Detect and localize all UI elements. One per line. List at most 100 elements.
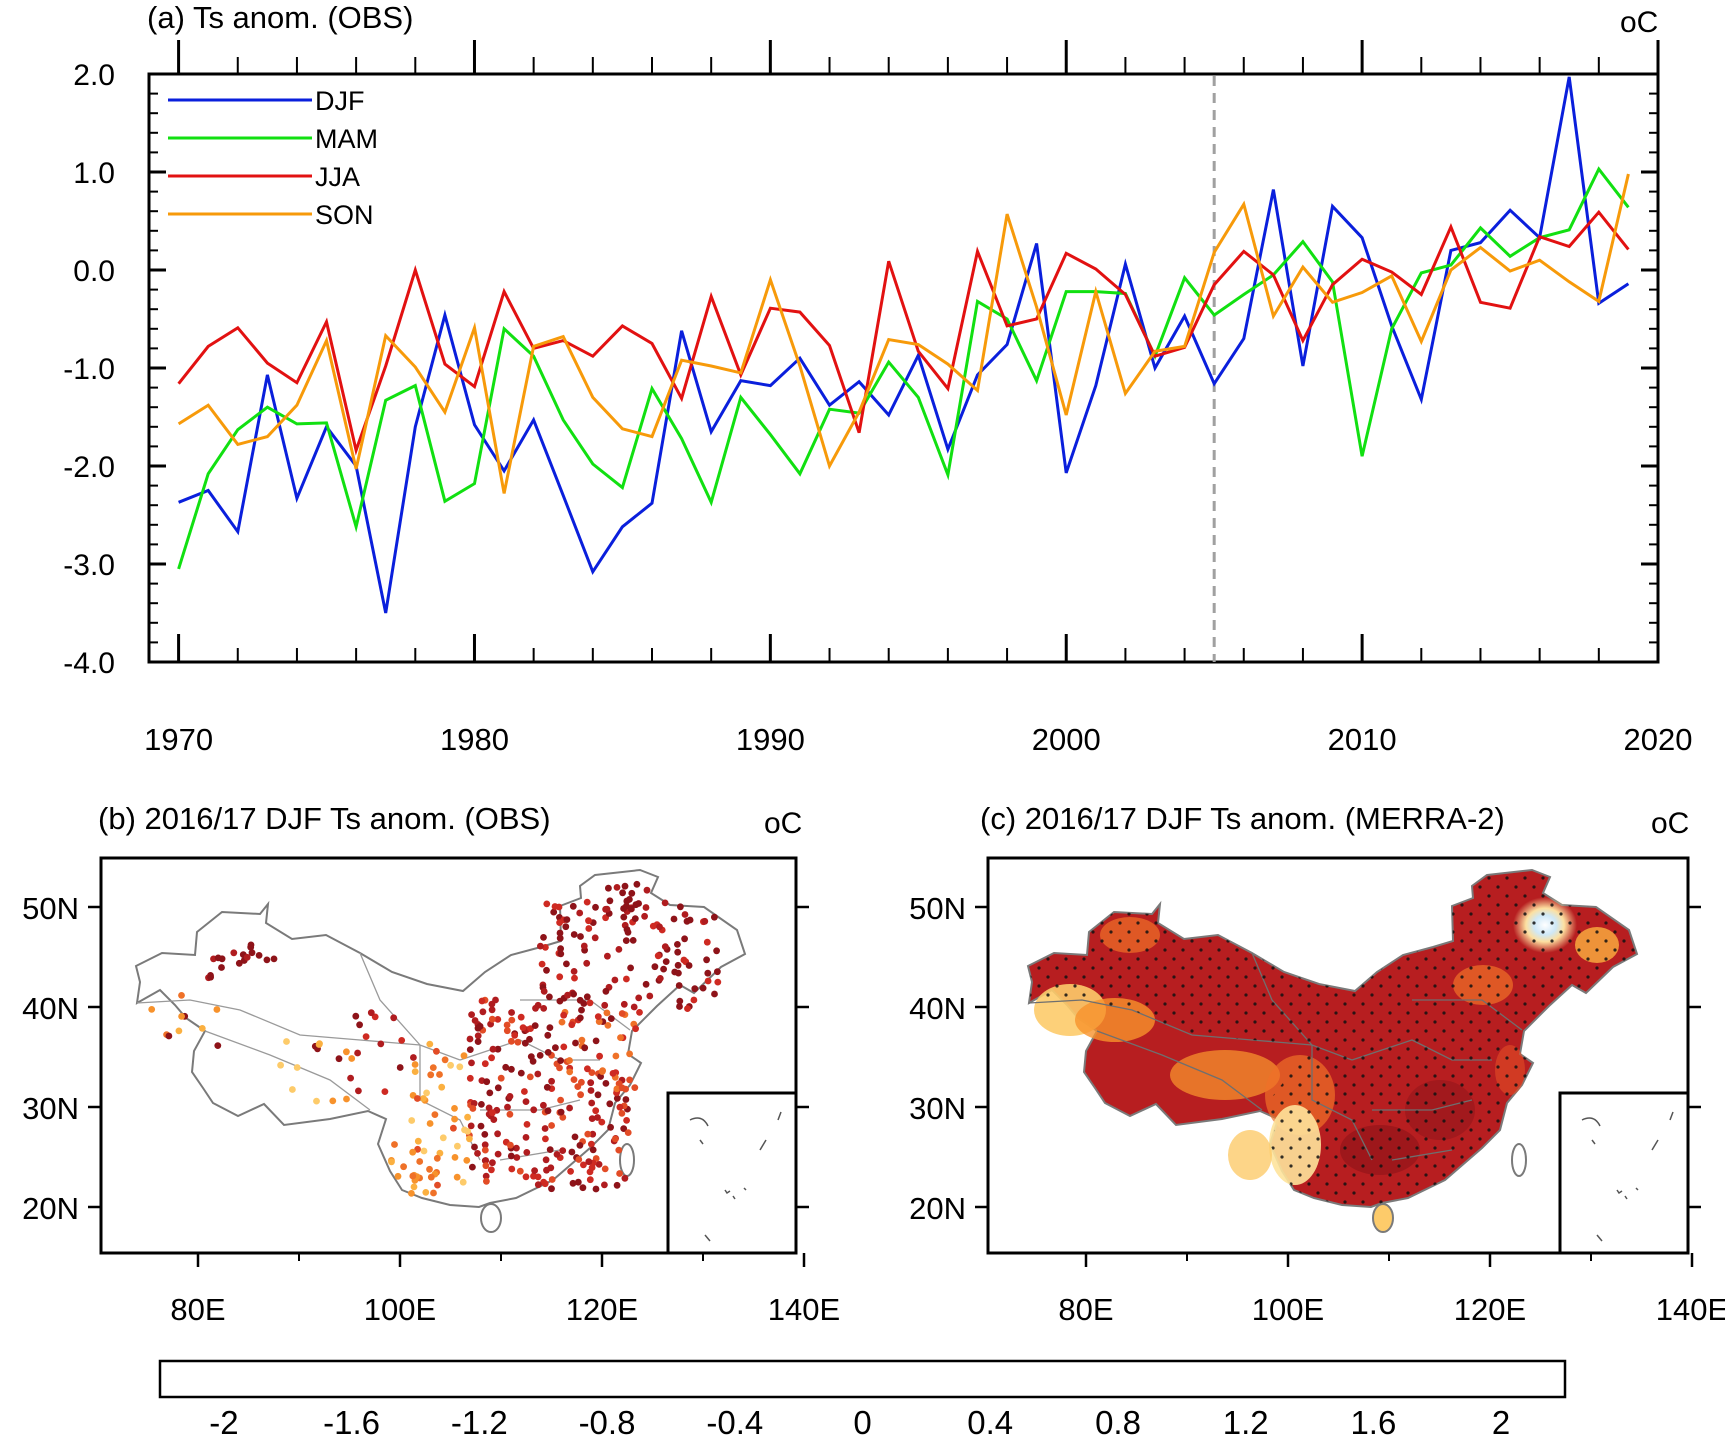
station-dot: [263, 956, 271, 964]
station-dot: [218, 964, 225, 971]
station-dot: [431, 1111, 439, 1118]
lon-label: 140E: [768, 1292, 840, 1327]
station-dot: [609, 1070, 617, 1077]
station-dot: [255, 952, 263, 959]
station-dot: [481, 1146, 489, 1154]
colorbar-label: 1.2: [1223, 1404, 1269, 1437]
station-dot: [564, 991, 571, 999]
station-dot: [604, 1022, 612, 1029]
station-dot: [434, 1181, 441, 1189]
station-dot: [540, 988, 548, 995]
inset-islands: [689, 1111, 782, 1242]
station-dot: [613, 1085, 621, 1093]
station-dot: [642, 980, 650, 988]
station-dot: [471, 1143, 478, 1151]
station-dot: [586, 1176, 594, 1184]
station-dot: [560, 1011, 568, 1019]
legend-label-mam: MAM: [315, 124, 378, 154]
station-dot: [704, 969, 712, 977]
station-dot: [329, 1097, 337, 1105]
station-dot: [615, 946, 623, 953]
station-dot: [521, 1088, 528, 1095]
station-dot: [522, 1098, 530, 1105]
station-dot: [675, 982, 683, 989]
station-dot: [681, 911, 689, 918]
inset-islands-c: [1581, 1111, 1674, 1242]
station-dot: [714, 978, 722, 986]
y-tick-label: -4.0: [63, 647, 115, 680]
station-dot: [474, 1150, 481, 1157]
station-dot: [531, 1022, 539, 1029]
station-dot: [588, 1099, 596, 1107]
station-dot: [313, 1097, 320, 1105]
station-dot: [343, 1048, 350, 1056]
station-dot: [563, 916, 571, 923]
station-dot: [576, 909, 584, 917]
lat-label: 20N: [909, 1191, 966, 1226]
station-dot: [481, 1060, 489, 1068]
station-dot: [394, 1172, 402, 1180]
station-dot: [367, 1009, 375, 1017]
station-dot: [447, 1061, 454, 1069]
station-dot: [594, 1091, 602, 1099]
station-dot: [580, 1161, 587, 1169]
station-dot: [577, 933, 584, 940]
station-dot: [583, 959, 591, 967]
station-dot: [450, 1124, 457, 1132]
station-dot: [482, 1157, 490, 1164]
panel-b-title: (b) 2016/17 DJF Ts anom. (OBS): [98, 801, 551, 836]
station-dot: [508, 1065, 515, 1073]
station-dot: [628, 889, 636, 897]
station-dot: [618, 1010, 626, 1017]
station-dot: [456, 1063, 464, 1071]
station-dot: [468, 1059, 475, 1067]
map-b: [99, 856, 798, 1255]
station-dot: [517, 1069, 525, 1077]
station-dot: [607, 1015, 615, 1022]
station-dot: [466, 1035, 474, 1043]
station-dot: [214, 1042, 222, 1049]
station-dot: [508, 1016, 516, 1024]
station-dot: [623, 902, 630, 910]
x-tick-label: 1970: [144, 722, 213, 757]
map-c: [986, 856, 1690, 1255]
station-dot: [492, 996, 499, 1004]
station-dot: [690, 996, 698, 1004]
station-dot: [568, 1148, 576, 1156]
station-dot: [478, 997, 486, 1005]
station-dot: [685, 962, 693, 969]
lat-label: 50N: [22, 891, 79, 926]
panel-b-unit: oC: [764, 807, 802, 840]
station-dot: [579, 1184, 587, 1192]
station-dot: [569, 902, 577, 910]
station-dot: [243, 953, 251, 961]
station-dot: [548, 1185, 555, 1193]
colorbar-label: 0: [853, 1404, 871, 1437]
lat-label: 40N: [22, 991, 79, 1026]
station-dot: [676, 1003, 683, 1010]
station-dot: [540, 934, 547, 941]
station-dot: [522, 1173, 530, 1181]
station-dot: [570, 931, 578, 938]
legend: DJF MAM JJA SON: [168, 86, 378, 230]
x-tick-label: 2000: [1032, 722, 1101, 757]
station-dot: [430, 1189, 437, 1197]
station-dot: [622, 937, 630, 944]
station-dot: [615, 1146, 623, 1154]
station-dot: [459, 1178, 467, 1186]
station-dot: [651, 963, 659, 971]
station-dot: [348, 1055, 356, 1062]
station-dot: [674, 961, 682, 969]
station-dot: [569, 1179, 577, 1187]
legend-label-jja: JJA: [315, 162, 360, 192]
station-dot: [613, 1095, 621, 1102]
station-dot: [585, 1158, 593, 1166]
station-dot: [347, 1074, 354, 1082]
station-dots: [148, 880, 722, 1197]
station-dot: [468, 1011, 475, 1018]
station-dot: [556, 973, 564, 981]
station-dot: [362, 1033, 370, 1040]
station-dot: [494, 1045, 502, 1053]
station-dot: [621, 1174, 629, 1182]
